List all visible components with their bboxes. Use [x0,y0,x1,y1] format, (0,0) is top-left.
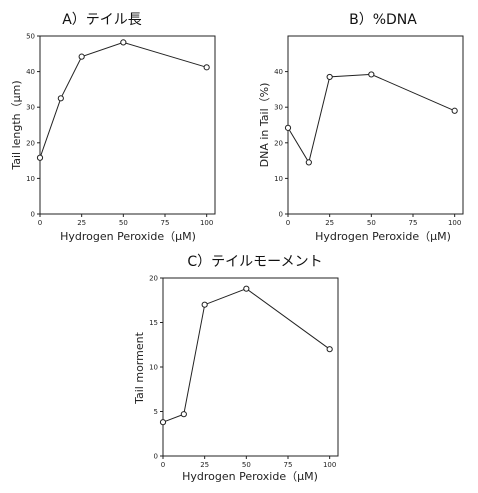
panel-b-series-line [287,73,455,164]
panel-c-y-tick-label: 15 [149,319,158,327]
panel-b-data-point [451,107,458,114]
panel-b-x-tick-label: 75 [409,219,418,227]
panel-b-x-tick-label: 50 [367,219,376,227]
panel-b-y-tick-label: 10 [274,175,283,183]
panel-c-x-tick-label: 50 [242,461,251,469]
panel-c-x-axis-label: Hydrogen Peroxide（μM) [182,470,318,483]
panel-c-x-tick-label: 25 [200,461,209,469]
panel-a-x-tick-label: 25 [77,219,86,227]
panel-c-y-tick-label: 0 [154,453,158,461]
panel-c-ticks: 0 25 50 75 100 0 5 10 15 20 [149,275,336,470]
panel-c-x-tick-label: 75 [284,461,293,469]
panel-c-data-point [243,285,250,292]
panel-a-y-tick-label: 40 [26,68,35,76]
panel-c-y-tick-label: 20 [149,275,158,283]
panel-b-y-tick-label: 20 [274,139,283,147]
panel-c-y-tick-label: 10 [149,364,158,372]
panel-a-y-tick-label: 0 [31,211,35,219]
panel-a-x-tick-label: 100 [200,219,213,227]
panel-b-y-axis-label: DNA in Tail（%) [258,83,271,168]
panel-c-series-line [162,288,330,423]
panel-a-series [36,39,210,161]
panel-c-series [159,285,333,426]
panel-a-y-axis-label: Tail length（μm) [10,80,23,170]
panel-a: A）テイル長 0 25 50 75 100 0 10 20 30 40 50 Hydrogen Pe… [10,12,216,243]
panel-a-data-point [120,39,127,46]
panel-b-x-tick-label: 0 [286,219,290,227]
panel-a-data-point [36,154,44,161]
panel-a-ticks: 0 25 50 75 100 0 10 20 30 40 50 [26,33,213,228]
panel-b-plot-frame [287,35,464,215]
panel-c-title: C）テイルモーメント [187,254,322,270]
panel-b-data-point [368,71,375,78]
panel-c-plot-frame [162,277,339,457]
panel-c-y-tick-label: 5 [154,408,158,416]
panel-c-x-tick-label: 100 [323,461,336,469]
panel-a-data-point [203,64,210,71]
panel-c-data-point [326,346,333,353]
panel-a-data-point [78,53,85,60]
panel-a-x-axis-label: Hydrogen Peroxide（μM) [60,230,196,243]
panel-b-x-tick-label: 100 [448,219,461,227]
panel-b-x-tick-label: 25 [325,219,334,227]
panel-b-data-point [326,73,333,81]
panel-a-x-tick-label: 0 [38,219,42,227]
panel-b-data-point [284,124,292,131]
panel-c-x-tick-label: 0 [161,461,165,469]
panel-a-series-line [39,41,207,158]
panel-a-y-tick-label: 10 [26,175,35,183]
panel-b-y-tick-label: 0 [279,211,283,219]
panel-b-series [284,71,458,166]
panel-b-title: B）%DNA [349,12,417,28]
panel-b: B）%DNA 0 25 50 75 100 0 10 20 30 40 Hydrogen Pero… [258,12,464,243]
panel-a-x-tick-label: 50 [119,219,128,227]
panel-a-data-point [57,95,64,102]
panel-b-x-axis-label: Hydrogen Peroxide（μM) [315,230,451,243]
panel-b-y-tick-label: 30 [274,104,283,112]
panel-c: C）テイルモーメント 0 25 50 75 100 0 5 10 15 20 Hydrogen P… [133,254,339,483]
panel-b-data-point [305,159,312,166]
panel-a-plot-frame [39,35,216,215]
panel-c-y-axis-label: Tail morment [133,331,146,404]
panel-a-y-tick-label: 20 [26,139,35,147]
panel-a-title: A）テイル長 [62,12,142,28]
panel-c-data-point [180,411,187,418]
panel-a-y-tick-label: 30 [26,104,35,112]
panel-c-data-point [201,301,208,308]
panel-c-data-point [159,419,167,426]
panel-a-x-tick-label: 75 [161,219,170,227]
panel-b-ticks: 0 25 50 75 100 0 10 20 30 40 [274,68,461,227]
panel-b-y-tick-label: 40 [274,68,283,76]
panel-a-y-tick-label: 50 [26,33,35,41]
